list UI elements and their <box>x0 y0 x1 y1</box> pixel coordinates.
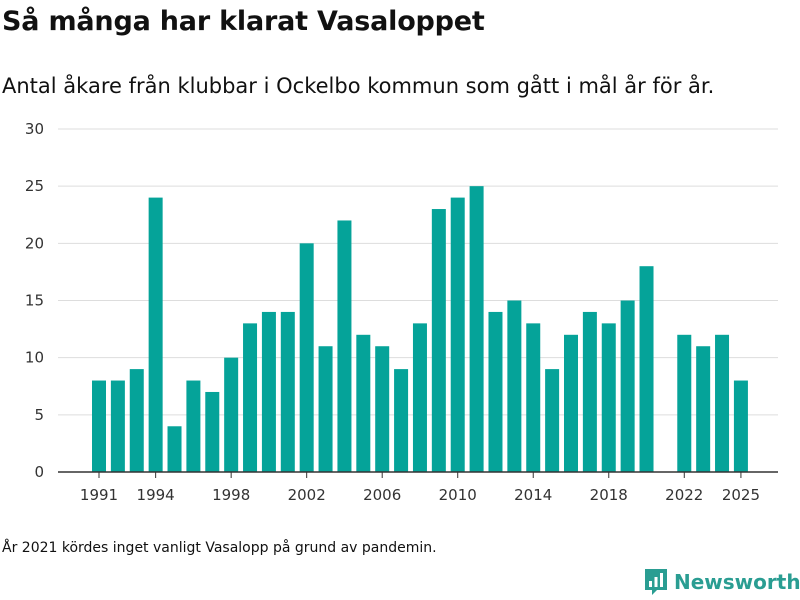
bar-2007 <box>394 369 409 472</box>
chart-title: Så många har klarat Vasaloppet <box>2 6 485 37</box>
bar-1994 <box>148 197 163 472</box>
y-tick-label: 25 <box>25 177 44 195</box>
y-axis-ticks: 0 5 10 15 20 25 30 <box>25 120 44 481</box>
bar-1996 <box>186 380 201 472</box>
bar-2003 <box>318 346 333 472</box>
bars <box>92 186 748 473</box>
x-tick-label: 1998 <box>212 486 250 504</box>
x-tick-label: 1991 <box>80 486 118 504</box>
y-tick-label: 0 <box>34 463 44 481</box>
bar-1993 <box>129 369 144 472</box>
bar-2004 <box>337 220 352 472</box>
y-tick-label: 15 <box>25 292 44 310</box>
bar-2005 <box>356 334 371 472</box>
bar-2023 <box>696 346 711 472</box>
y-tick-label: 10 <box>25 349 44 367</box>
x-tick-label: 2025 <box>722 486 760 504</box>
bar-2012 <box>488 311 503 472</box>
brand-name: Newsworthy <box>674 570 800 594</box>
bar-2015 <box>545 369 560 472</box>
bar-2019 <box>620 300 635 472</box>
bar-1997 <box>205 391 220 472</box>
bar-1995 <box>167 426 182 472</box>
x-tick-label: 1994 <box>137 486 175 504</box>
bar-1998 <box>224 357 239 472</box>
chart-subtitle: Antal åkare från klubbar i Ockelbo kommu… <box>2 74 715 98</box>
x-tick-label: 2018 <box>590 486 628 504</box>
x-tick-label: 2014 <box>514 486 552 504</box>
bar-2010 <box>450 197 465 472</box>
bar-1991 <box>92 380 106 472</box>
y-tick-label: 20 <box>25 234 44 252</box>
footnote: År 2021 kördes inget vanligt Vasalopp på… <box>2 540 437 556</box>
bar-2020 <box>639 266 654 472</box>
y-tick-label: 5 <box>34 406 44 424</box>
bar-2017 <box>582 311 597 472</box>
x-axis-ticks: 1991 1994 1998 2002 2006 2010 2014 2018 2022 2025 <box>80 472 760 504</box>
x-tick-label: 2022 <box>665 486 703 504</box>
bar-2002 <box>299 243 314 472</box>
bar-2013 <box>507 300 522 472</box>
x-tick-label: 2006 <box>363 486 401 504</box>
newsworthy-icon <box>645 569 667 595</box>
bar-2022 <box>677 334 692 472</box>
y-tick-label: 30 <box>25 120 44 138</box>
newsworthy-logo: Newsworthy <box>644 568 800 596</box>
bar-2001 <box>280 311 295 472</box>
x-tick-label: 2002 <box>288 486 326 504</box>
x-tick-label: 2010 <box>439 486 477 504</box>
bar-1999 <box>243 323 258 472</box>
bar-2018 <box>601 323 616 472</box>
bar-1992 <box>110 380 125 472</box>
bar-2016 <box>564 334 578 472</box>
bar-2014 <box>526 323 541 472</box>
bar-2024 <box>715 334 730 472</box>
bar-2000 <box>261 311 276 472</box>
bar-2006 <box>375 346 390 472</box>
bar-2008 <box>412 323 427 472</box>
bar-2025 <box>733 380 748 472</box>
bar-2011 <box>469 186 484 472</box>
bar-2009 <box>431 209 446 473</box>
